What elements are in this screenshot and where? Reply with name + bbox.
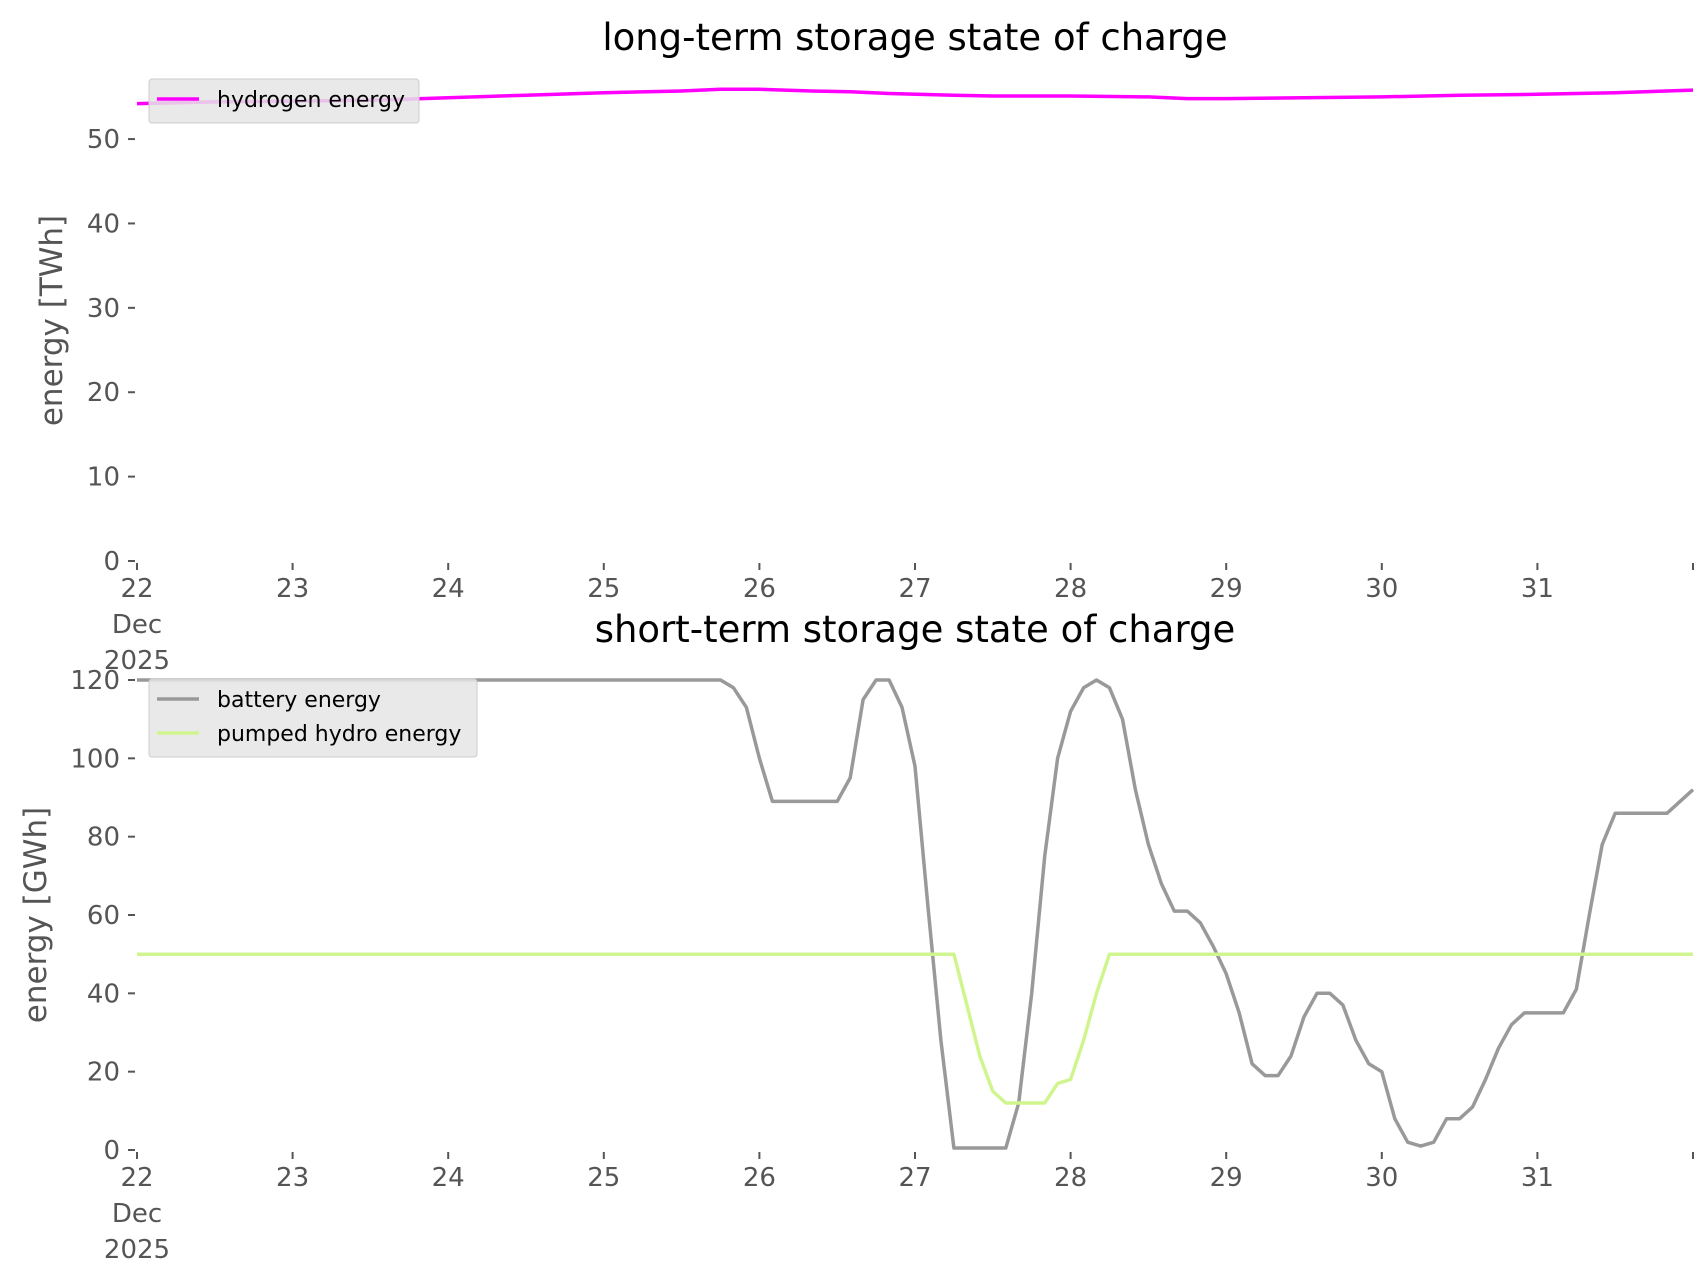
y-tick-label: 0 — [103, 1136, 120, 1166]
y-tick-label: 0 — [103, 547, 120, 577]
chart-panel-2: short-term storage state of charge energy… — [18, 608, 1695, 1265]
y-tick-label: 20 — [87, 378, 120, 408]
chart-title: long-term storage state of charge — [602, 16, 1227, 59]
x-tick-label: 24 — [432, 574, 465, 604]
x-tick-label: 28 — [1054, 1163, 1087, 1193]
x-tick-label-year: 2025 — [104, 646, 170, 676]
x-tick-label-month: Dec — [112, 1199, 162, 1229]
x-tick-label: 29 — [1210, 1163, 1243, 1193]
chart-title: short-term storage state of charge — [595, 608, 1236, 651]
legend: hydrogen energy — [148, 78, 420, 124]
legend: battery energy pumped hydro energy — [148, 678, 478, 758]
y-tick-label: 50 — [87, 125, 120, 155]
x-tick-label: 24 — [432, 1163, 465, 1193]
legend-label: hydrogen energy — [217, 88, 405, 113]
x-tick-label: 30 — [1365, 1163, 1398, 1193]
x-tick-label: 25 — [587, 1163, 620, 1193]
x-tick-label: 22 — [120, 574, 153, 604]
x-tick-label: 28 — [1054, 574, 1087, 604]
y-tick-label: 60 — [87, 901, 120, 931]
series-line-1 — [136, 87, 1694, 106]
x-tick-label: 30 — [1365, 574, 1398, 604]
x-tick-label: 26 — [743, 574, 776, 604]
y-tick-label: 40 — [87, 209, 120, 239]
x-tick-label: 27 — [898, 1163, 931, 1193]
x-tick-label: 31 — [1521, 574, 1554, 604]
legend-label: battery energy — [217, 688, 381, 713]
x-tick-label: 23 — [276, 574, 309, 604]
legend-box — [148, 678, 478, 758]
x-tick-label: 23 — [276, 1163, 309, 1193]
y-tick-label: 80 — [87, 823, 120, 853]
x-tick-label: 26 — [743, 1163, 776, 1193]
y-axis-label: energy [GWh] — [18, 807, 54, 1023]
y-axis-label: energy [TWh] — [34, 215, 70, 426]
y-tick-label: 20 — [87, 1058, 120, 1088]
legend-label: pumped hydro energy — [217, 722, 461, 747]
series-line-2 — [137, 952, 1693, 1105]
series-line-1 — [137, 678, 1695, 1150]
x-tick-label: 31 — [1521, 1163, 1554, 1193]
y-tick-label: 100 — [70, 744, 120, 774]
x-tick-label: 22 — [120, 1163, 153, 1193]
x-tick-label: 27 — [898, 574, 931, 604]
x-tick-label-year: 2025 — [104, 1235, 170, 1265]
chart-panel-1: long-term storage state of charge energy … — [34, 16, 1694, 676]
legend-box — [148, 78, 420, 124]
y-tick-label: 120 — [70, 666, 120, 696]
x-tick-label-month: Dec — [112, 610, 162, 640]
y-tick-label: 40 — [87, 979, 120, 1009]
y-tick-label: 10 — [87, 463, 120, 493]
x-tick-label: 25 — [587, 574, 620, 604]
x-tick-label: 29 — [1210, 574, 1243, 604]
y-tick-label: 30 — [87, 294, 120, 324]
